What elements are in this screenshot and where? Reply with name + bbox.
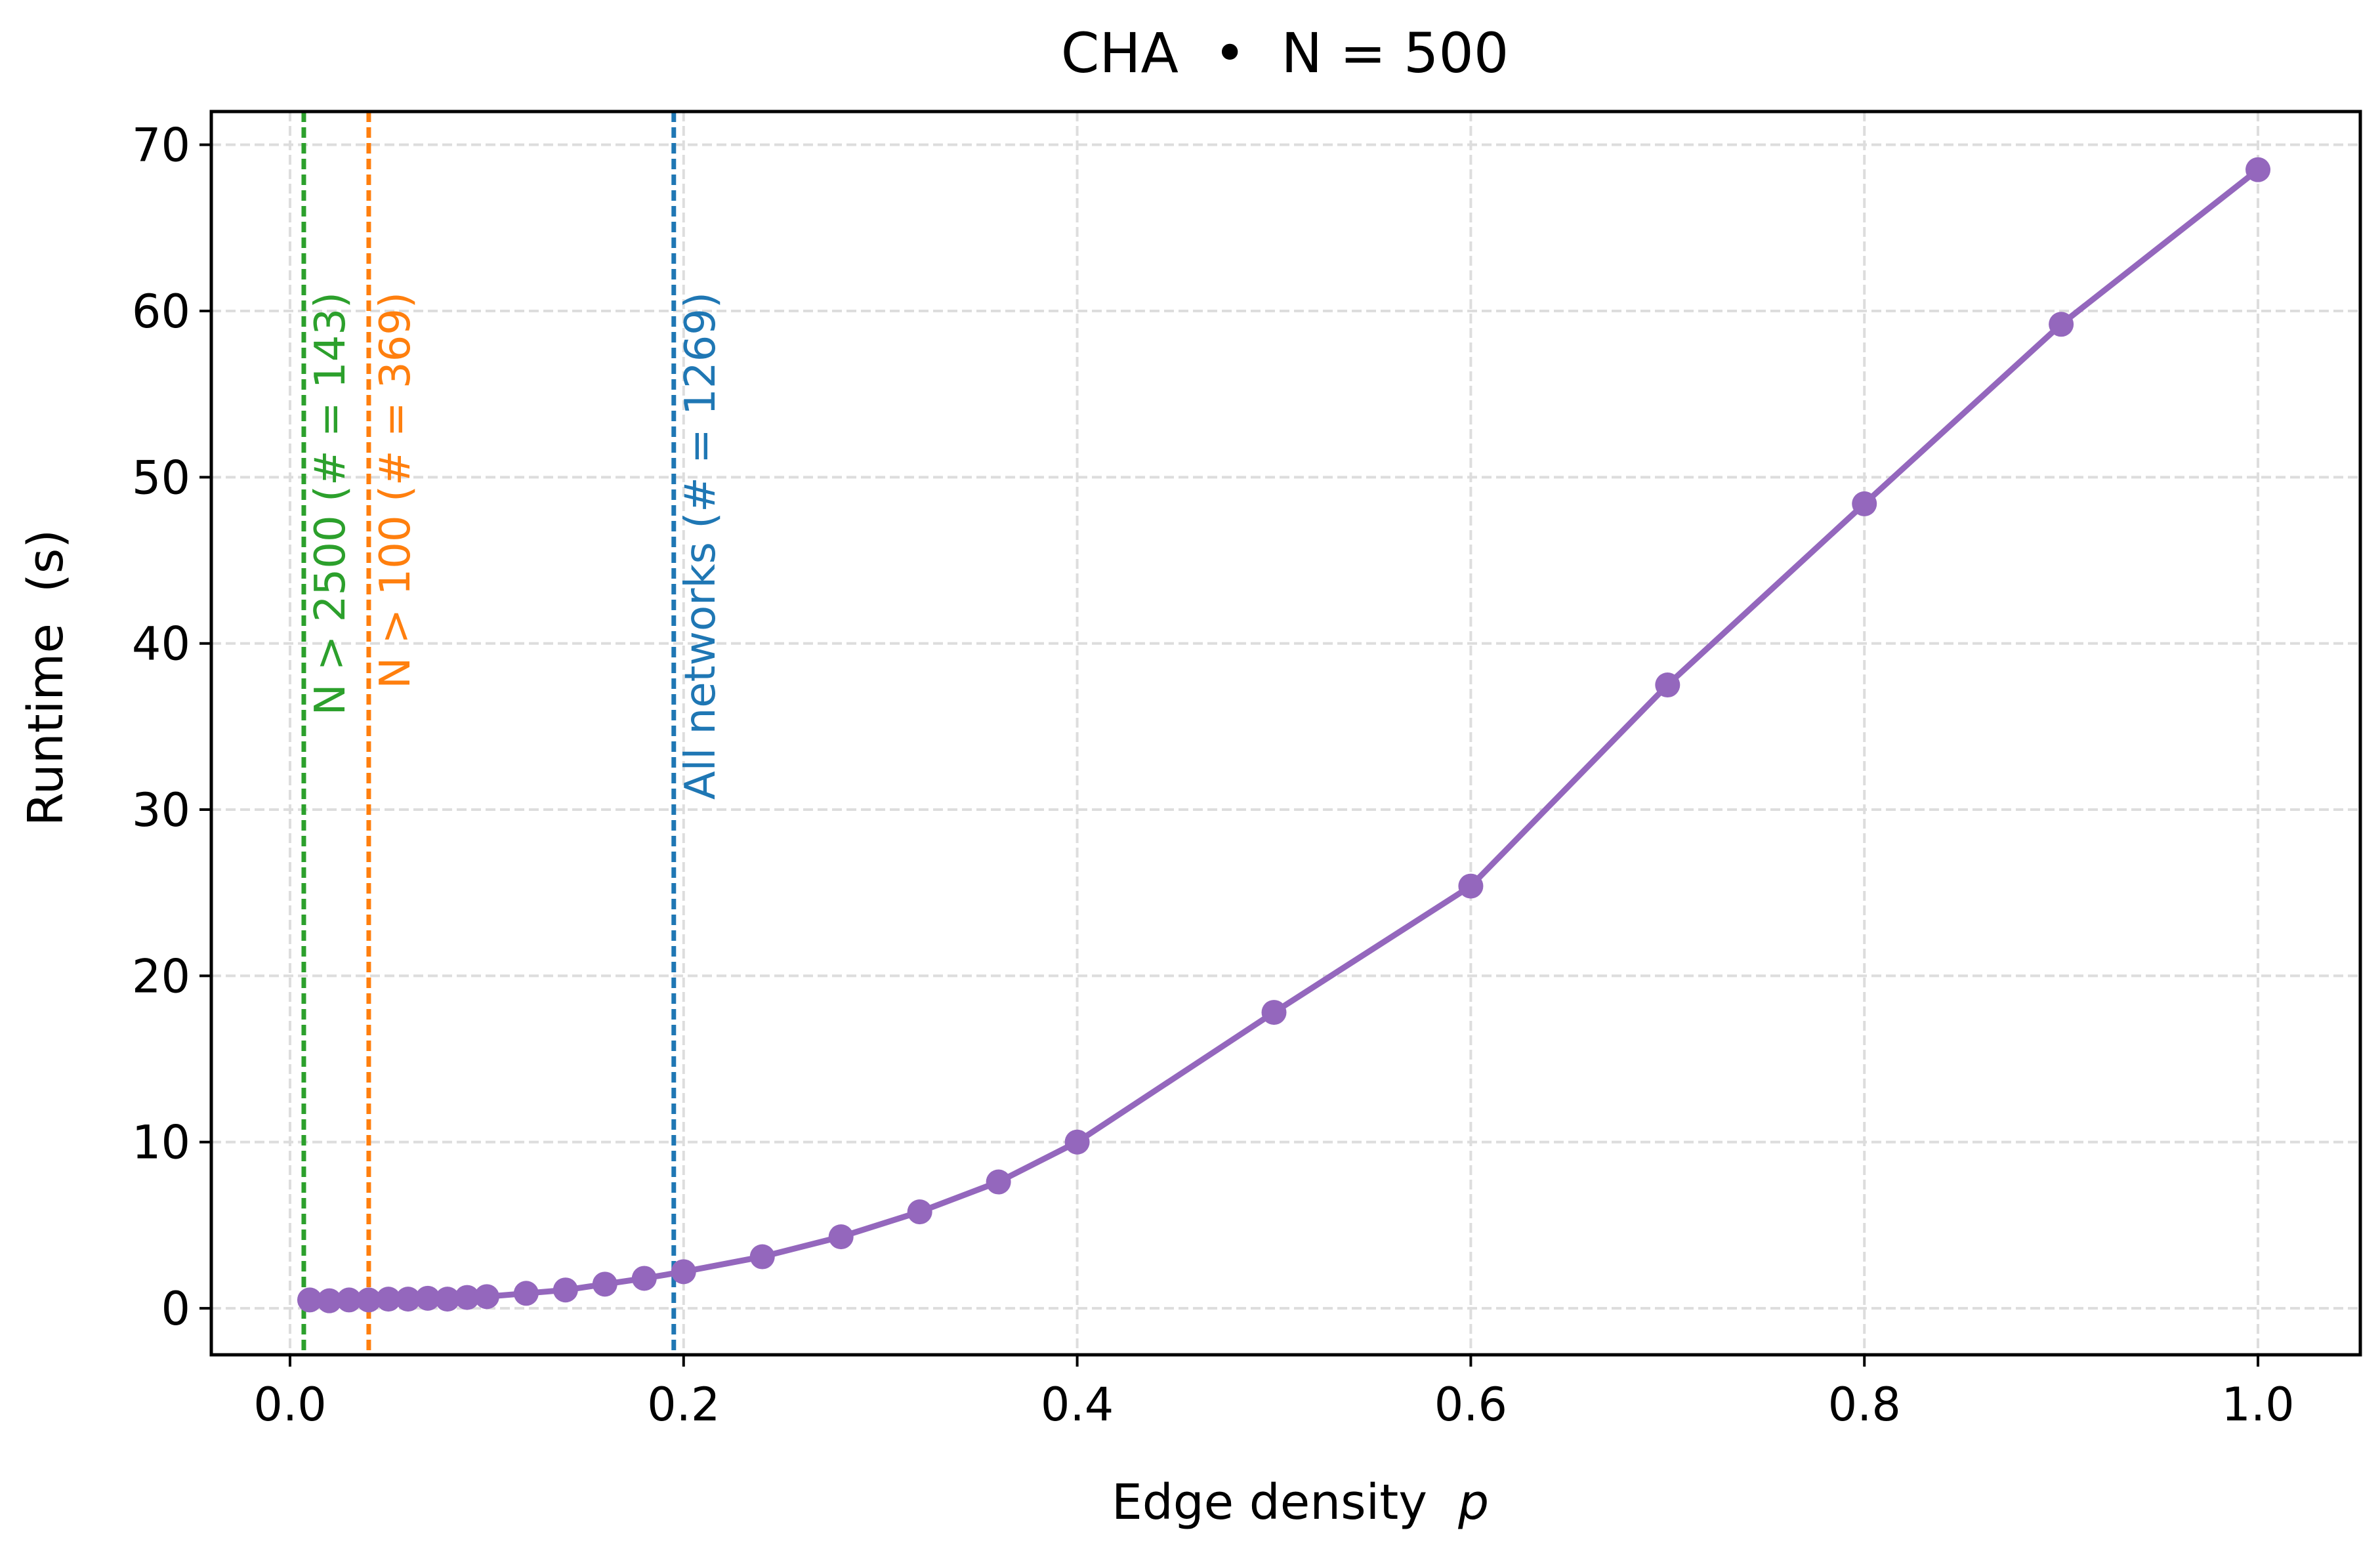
axis-ticks: 0.0 0.2 0.4 0.6 0.8 1.0 0 10 20 30 40 50 60 70	[132, 119, 2295, 1432]
data-point	[907, 1199, 932, 1225]
chart-title: CHA • N = 500	[1061, 21, 1509, 85]
data-point	[474, 1284, 499, 1310]
reference-lines	[301, 112, 677, 1355]
reference-line-label: All networks (# = 1269)	[677, 292, 725, 800]
data-point	[375, 1287, 401, 1312]
data-point	[2049, 312, 2074, 337]
series	[297, 157, 2271, 1313]
x-axis-label-text: Edge density	[1112, 1474, 1427, 1531]
y-tick-label: 20	[132, 949, 190, 1003]
reference-line-label: N > 100 (# = 369)	[371, 292, 420, 689]
data-point	[592, 1271, 617, 1297]
x-axis-label: Edge density p	[1003, 1474, 1566, 1531]
data-point	[828, 1224, 854, 1250]
x-tick-label: 0.8	[1828, 1378, 1901, 1432]
x-tick-label: 0.6	[1434, 1378, 1507, 1432]
y-tick-label: 40	[132, 617, 190, 671]
data-point	[749, 1244, 775, 1270]
y-tick-label: 30	[132, 783, 190, 837]
data-point	[2245, 157, 2271, 182]
data-point	[434, 1287, 460, 1312]
data-point	[986, 1169, 1011, 1195]
y-tick-label: 0	[161, 1282, 190, 1336]
data-point	[1655, 672, 1681, 698]
data-point	[513, 1281, 539, 1306]
data-point	[454, 1285, 480, 1310]
data-point	[671, 1259, 696, 1285]
series-line	[306, 167, 2261, 1304]
y-axis-label: Runtime (s)	[18, 529, 74, 826]
x-tick-label: 0.0	[253, 1378, 326, 1432]
x-tick-label: 1.0	[2221, 1378, 2294, 1432]
data-point	[1261, 1000, 1287, 1025]
y-tick-label: 50	[132, 451, 190, 505]
x-tick-label: 0.4	[1041, 1378, 1114, 1432]
y-tick-label: 70	[132, 119, 190, 173]
x-axis-label-variable: p	[1457, 1474, 1489, 1531]
data-point	[297, 1287, 322, 1313]
data-point	[1852, 491, 1877, 516]
plot-frame	[209, 110, 2362, 1357]
data-point	[631, 1266, 657, 1291]
data-point	[316, 1288, 342, 1313]
x-tick-label: 0.2	[647, 1378, 720, 1432]
y-tick-label: 10	[132, 1116, 190, 1170]
data-point	[1458, 873, 1484, 899]
grid	[211, 112, 2360, 1355]
data-point	[356, 1287, 381, 1313]
y-tick-label: 60	[132, 285, 190, 339]
data-point	[395, 1287, 421, 1312]
data-point	[336, 1287, 362, 1313]
data-point	[553, 1277, 578, 1303]
data-point	[415, 1285, 440, 1311]
x-axis-label-spacer	[1427, 1474, 1458, 1531]
reference-line-labels: N > 2500 (# = 143) N > 100 (# = 369) All n…	[306, 292, 725, 800]
reference-line-label: N > 2500 (# = 143)	[306, 292, 355, 715]
data-point	[1064, 1129, 1090, 1155]
